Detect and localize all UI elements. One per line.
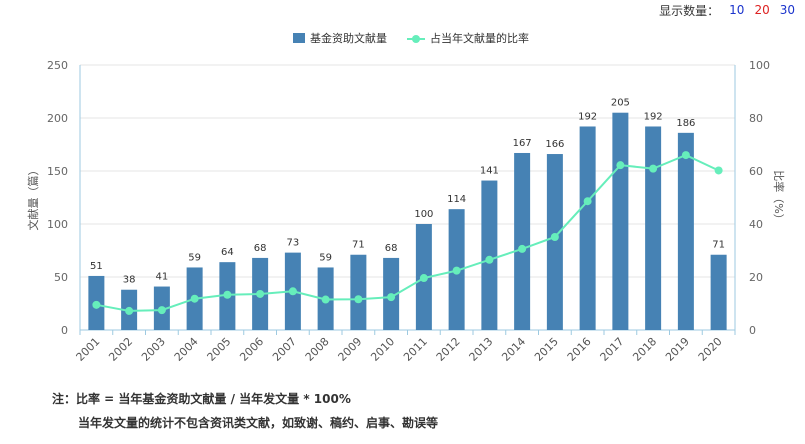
ratio-point (321, 295, 330, 304)
bar-value-label: 166 (545, 139, 564, 150)
bar-value-label: 205 (611, 98, 630, 109)
x-tick-label: 2016 (565, 335, 594, 364)
ratio-point (419, 274, 428, 283)
x-tick-label: 2002 (106, 335, 135, 364)
ratio-point (288, 287, 297, 296)
bar-value-label: 71 (712, 240, 725, 251)
bar (579, 126, 596, 330)
y-left-tick-label: 250 (47, 59, 68, 72)
ratio-point (616, 161, 625, 170)
y-right-tick-label: 40 (749, 218, 763, 231)
ratio-point (190, 294, 199, 303)
bar (481, 180, 498, 330)
bar-value-label: 59 (319, 252, 332, 263)
ratio-point (92, 300, 101, 309)
x-tick-label: 2005 (205, 335, 234, 364)
x-tick-label: 2007 (270, 335, 299, 364)
ratio-point (485, 255, 494, 264)
bar (645, 126, 662, 330)
bar-value-label: 59 (188, 252, 201, 263)
bar-value-label: 114 (447, 194, 466, 205)
bar-value-label: 192 (578, 111, 597, 122)
y-left-tick-label: 50 (54, 271, 68, 284)
x-tick-label: 2015 (532, 335, 561, 364)
y-right-axis-title: 比率（%） (772, 170, 786, 224)
bar-value-label: 71 (352, 240, 365, 251)
bar-value-label: 38 (123, 275, 136, 286)
ratio-point (681, 151, 690, 160)
y-left-tick-label: 150 (47, 165, 68, 178)
bar (350, 254, 367, 330)
y-right-tick-label: 60 (749, 165, 763, 178)
display-count-bar: 显示数量： 10 20 30 (659, 0, 795, 20)
bar (514, 152, 531, 330)
x-tick-label: 2009 (336, 335, 365, 364)
legend-bar-label: 基金资助文献量 (310, 31, 387, 45)
x-tick-label: 2018 (630, 335, 659, 364)
ratio-point (452, 266, 461, 275)
bar (546, 154, 563, 330)
x-tick-label: 2019 (663, 335, 692, 364)
display-count-label: 显示数量： (659, 3, 720, 18)
ratio-point (387, 293, 396, 302)
ratio-point (518, 244, 527, 253)
ratio-point (354, 295, 363, 304)
y-right-tick-label: 0 (749, 324, 756, 337)
bar-value-label: 100 (414, 209, 433, 220)
x-tick-label: 2013 (467, 335, 496, 364)
bar-value-label: 192 (644, 111, 663, 122)
y-left-tick-label: 200 (47, 112, 68, 125)
y-right-tick-label: 80 (749, 112, 763, 125)
y-right-tick-label: 100 (749, 59, 770, 72)
bar (677, 132, 694, 330)
legend-line-label: 占当年文献量的比率 (430, 31, 529, 45)
x-tick-label: 2012 (434, 335, 463, 364)
bar (710, 254, 727, 330)
note-statistics-scope: 当年发文量的统计不包含资讯类文献，如致谢、稿约、启事、勘误等 (78, 416, 439, 430)
bar-value-label: 73 (287, 238, 300, 249)
note-ratio-formula: 注：比率 = 当年基金资助文献量 / 当年发文量 * 100% (52, 392, 351, 406)
bar (612, 112, 629, 330)
bar-value-label: 41 (156, 272, 169, 283)
ratio-point (125, 306, 134, 315)
legend-bar-swatch (293, 33, 305, 43)
display-count-option-30[interactable]: 30 (779, 3, 795, 17)
y-left-tick-label: 0 (61, 324, 68, 337)
bar-value-label: 141 (480, 166, 499, 177)
ratio-point (714, 166, 723, 175)
ratio-point (223, 290, 232, 299)
bar-value-label: 64 (221, 247, 234, 258)
y-right-tick-label: 20 (749, 271, 763, 284)
ratio-line (96, 154, 720, 312)
x-tick-label: 2004 (172, 335, 201, 364)
x-tick-label: 2003 (139, 335, 168, 364)
display-count-option-20[interactable]: 20 (754, 3, 770, 17)
x-tick-label: 2011 (401, 335, 430, 364)
chart: 0 50 100 150 200 250 0 20 40 60 80 100 文献量（篇） 比率（%） 51… (26, 31, 786, 364)
ratio-point (649, 164, 658, 173)
bar-value-label: 167 (513, 138, 532, 149)
x-tick-label: 2008 (303, 335, 332, 364)
x-tick-label: 2001 (74, 335, 103, 364)
ratio-point (550, 232, 559, 241)
x-tick-label: 2017 (598, 335, 627, 364)
bar-value-label: 186 (676, 118, 695, 129)
display-count-option-10[interactable]: 10 (729, 3, 745, 17)
x-tick-label: 2006 (237, 335, 266, 364)
bar-value-label: 51 (90, 261, 103, 272)
x-tick-label: 2010 (368, 335, 397, 364)
bar-value-label: 68 (385, 243, 398, 254)
ratio-point (583, 197, 592, 206)
y-left-tick-label: 100 (47, 218, 68, 231)
y-left-axis-title: 文献量（篇） (26, 165, 40, 231)
legend-line-marker (412, 35, 420, 43)
x-tick-label: 2020 (696, 335, 725, 364)
x-tick-label: 2014 (499, 335, 528, 364)
ratio-point (157, 306, 166, 315)
bar-value-label: 68 (254, 243, 267, 254)
ratio-point (256, 289, 265, 298)
